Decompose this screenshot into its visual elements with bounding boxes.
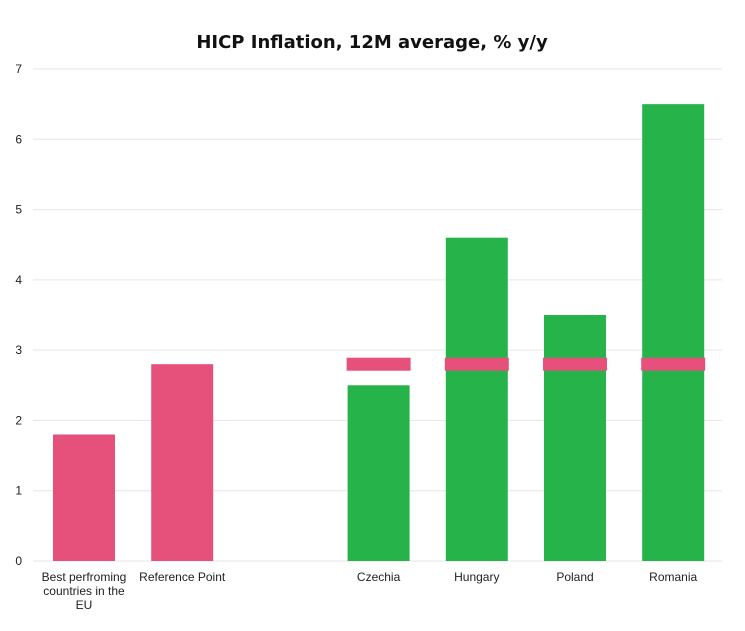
y-tick-label: 6: [15, 132, 22, 146]
bar: [445, 237, 508, 561]
reference-marker: [641, 357, 706, 371]
x-axis: Best perfroming countries in the EU Referen…: [42, 570, 698, 612]
reference-markers: [346, 357, 706, 371]
x-tick-label: Best perfroming countries in the EU: [42, 570, 127, 612]
x-tick-label: Poland: [556, 570, 593, 584]
reference-marker: [444, 357, 509, 371]
bar: [347, 385, 410, 561]
x-tick-label: Hungary: [454, 570, 499, 584]
y-axis: 0 1 2 3 4 5 6 7: [15, 62, 22, 568]
x-tick-label: Reference Point: [139, 570, 226, 584]
x-tick-label: Romania: [649, 570, 697, 584]
x-tick-label: Czechia: [357, 570, 401, 584]
reference-marker: [346, 357, 411, 371]
y-tick-label: 5: [15, 203, 22, 217]
bar: [544, 315, 606, 561]
bar: [151, 364, 214, 561]
reference-marker: [543, 357, 607, 371]
y-tick-label: 2: [15, 413, 22, 427]
y-tick-label: 1: [15, 484, 22, 498]
chart-title: HICP Inflation, 12M average, % y/y: [196, 32, 548, 53]
bar: [642, 104, 705, 562]
bars: [53, 104, 705, 562]
y-tick-label: 0: [15, 554, 22, 568]
y-tick-label: 7: [15, 62, 22, 76]
bar: [53, 434, 115, 561]
y-tick-label: 3: [15, 343, 22, 357]
y-tick-label: 4: [15, 273, 22, 287]
